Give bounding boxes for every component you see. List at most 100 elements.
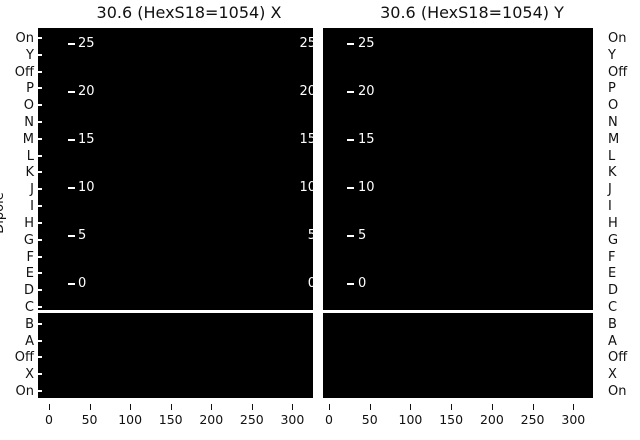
x-tick-label: 150 bbox=[158, 412, 183, 427]
y-tick-dash bbox=[38, 373, 42, 376]
y-tick-dash bbox=[38, 171, 42, 174]
x-tick-mark bbox=[170, 404, 172, 410]
scale-tick-label-right: 15 bbox=[299, 132, 313, 147]
y-tick-label-right: N bbox=[608, 115, 618, 131]
x-tick-label: 50 bbox=[81, 412, 98, 427]
y-tick-label-left: X bbox=[25, 367, 34, 383]
scale-tick-dash bbox=[347, 139, 354, 141]
x-tick-label: 250 bbox=[239, 412, 264, 427]
x-tick-mark bbox=[130, 404, 132, 410]
x-tick-mark bbox=[369, 404, 371, 410]
y-tick-label-left: G bbox=[23, 232, 34, 248]
row-separator-line bbox=[323, 310, 593, 313]
x-tick-label: 100 bbox=[118, 412, 143, 427]
x-tick-label: 50 bbox=[361, 412, 378, 427]
scale-tick-label-right: 10 bbox=[299, 180, 313, 195]
x-tick-mark bbox=[532, 404, 534, 410]
scale-tick-label: 25 bbox=[78, 36, 95, 51]
heatmap-panel-x: 25 20 15 10 5 0 25 20 15 10 5 0 bbox=[38, 28, 313, 398]
x-tick-label: 200 bbox=[479, 412, 504, 427]
y-tick-label-right: E bbox=[608, 266, 617, 282]
scale-tick-label: 5 bbox=[78, 228, 87, 243]
scale-tick-label: 15 bbox=[78, 132, 95, 147]
x-tick-label: 300 bbox=[561, 412, 586, 427]
y-tick-label-left: C bbox=[24, 299, 34, 315]
y-tick-label-left: F bbox=[26, 249, 34, 265]
scale-tick-dash bbox=[68, 91, 75, 93]
scale-tick-dash bbox=[347, 43, 354, 45]
y-tick-dash bbox=[38, 104, 42, 107]
y-tick-dash bbox=[38, 356, 42, 359]
scale-tick-label: 5 bbox=[358, 228, 367, 243]
y-tick-label-right: K bbox=[608, 165, 617, 181]
panel-x-title: 30.6 (HexS18=1054) X bbox=[96, 3, 282, 22]
y-tick-dash bbox=[38, 272, 42, 275]
x-tick-label: 200 bbox=[199, 412, 224, 427]
y-tick-label-right: A bbox=[608, 333, 617, 349]
scale-tick-dash bbox=[347, 187, 354, 189]
scale-tick-dash bbox=[68, 235, 75, 237]
x-tick-label: 300 bbox=[280, 412, 305, 427]
x-tick-mark bbox=[292, 404, 294, 410]
scale-tick-dash bbox=[347, 283, 354, 285]
scale-tick-dash bbox=[68, 187, 75, 189]
x-tick-label: 0 bbox=[45, 412, 53, 427]
y-tick-label-left: D bbox=[23, 283, 34, 299]
x-tick-mark bbox=[329, 404, 330, 410]
y-tick-label-right: H bbox=[608, 215, 618, 231]
y-tick-label-left: B bbox=[25, 316, 34, 332]
y-tick-label-right: C bbox=[608, 299, 618, 315]
y-tick-label-left: P bbox=[26, 81, 34, 97]
y-tick-label-left: E bbox=[25, 266, 34, 282]
y-tick-label-left: Off bbox=[14, 350, 34, 366]
scale-tick-label-right: 25 bbox=[299, 36, 313, 51]
y-tick-label-right: On bbox=[608, 384, 627, 399]
y-tick-dash bbox=[38, 121, 42, 124]
y-tick-dash bbox=[38, 289, 42, 292]
y-tick-dash bbox=[38, 221, 42, 224]
scale-tick-dash bbox=[68, 283, 75, 285]
y-tick-label-right: D bbox=[608, 283, 619, 299]
y-tick-label-right: Off bbox=[608, 64, 628, 80]
panel-y-title: 30.6 (HexS18=1054) Y bbox=[380, 3, 564, 22]
y-tick-dash bbox=[38, 305, 42, 308]
y-tick-label-left: Y bbox=[26, 47, 34, 63]
y-tick-dash bbox=[38, 37, 42, 39]
y-tick-label-right: On bbox=[608, 31, 627, 46]
y-tick-label-left: H bbox=[24, 215, 34, 231]
y-tick-label-left: N bbox=[24, 115, 34, 131]
x-tick-label: 250 bbox=[520, 412, 545, 427]
y-tick-dash bbox=[38, 137, 42, 140]
y-tick-label-right: J bbox=[608, 182, 612, 198]
scale-tick-label: 15 bbox=[358, 132, 375, 147]
x-tick-label: 100 bbox=[398, 412, 423, 427]
y-tick-label-right: F bbox=[608, 249, 616, 265]
y-tick-label-right: Off bbox=[608, 350, 628, 366]
y-tick-label-left: J bbox=[30, 182, 34, 198]
y-tick-label-right: G bbox=[608, 232, 619, 248]
x-tick-label: 150 bbox=[439, 412, 464, 427]
y-tick-dash bbox=[38, 87, 42, 90]
x-tick-mark bbox=[451, 404, 453, 410]
y-tick-dash bbox=[38, 238, 42, 241]
y-tick-label-left: A bbox=[25, 333, 34, 349]
scale-tick-dash bbox=[347, 91, 354, 93]
heatmap-panel-y: 25 20 15 10 5 0 bbox=[323, 28, 593, 398]
y-tick-label-right: O bbox=[608, 98, 619, 114]
y-tick-label-left: On bbox=[15, 384, 34, 399]
y-tick-label-right: M bbox=[608, 131, 620, 147]
y-tick-dash bbox=[38, 322, 42, 325]
x-tick-mark bbox=[211, 404, 213, 410]
scale-tick-label: 25 bbox=[358, 36, 375, 51]
y-tick-label-right: X bbox=[608, 367, 617, 383]
y-tick-dash bbox=[38, 188, 42, 191]
y-tick-dash bbox=[38, 390, 42, 392]
y-tick-label-right: I bbox=[608, 199, 612, 215]
y-tick-dash bbox=[38, 53, 42, 56]
y-tick-label-left: Off bbox=[14, 64, 34, 80]
scale-tick-label-right: 0 bbox=[307, 276, 313, 291]
x-tick-mark bbox=[573, 404, 575, 410]
y-tick-label-right: B bbox=[608, 316, 617, 332]
scale-tick-label-right: 20 bbox=[299, 84, 313, 99]
x-tick-label: 0 bbox=[325, 412, 333, 427]
